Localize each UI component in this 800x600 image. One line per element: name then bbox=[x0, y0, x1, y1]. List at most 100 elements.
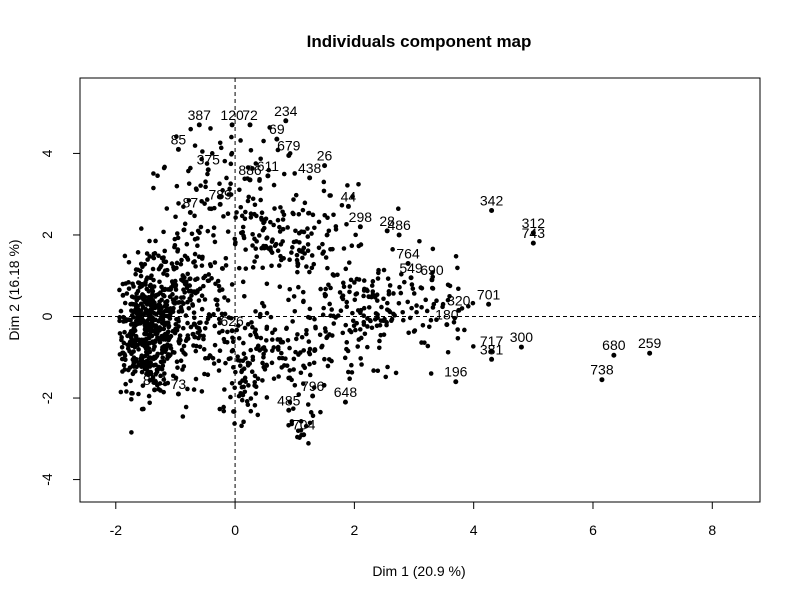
data-point bbox=[386, 291, 392, 297]
data-point bbox=[419, 304, 424, 310]
data-point bbox=[335, 272, 340, 278]
data-point bbox=[232, 421, 237, 426]
data-point bbox=[445, 349, 451, 355]
data-point bbox=[174, 183, 180, 189]
data-point bbox=[301, 363, 306, 369]
data-point bbox=[189, 293, 194, 298]
data-point bbox=[187, 210, 193, 216]
x-tick-label: 8 bbox=[708, 522, 716, 538]
data-point bbox=[237, 358, 243, 363]
data-point bbox=[159, 350, 165, 356]
data-point bbox=[353, 232, 358, 238]
data-point bbox=[261, 351, 266, 357]
point-label: 387 bbox=[188, 107, 212, 123]
data-point bbox=[117, 287, 122, 293]
data-point bbox=[530, 240, 536, 246]
data-point bbox=[146, 393, 152, 399]
data-point bbox=[162, 381, 168, 387]
data-point bbox=[170, 373, 176, 379]
data-point bbox=[229, 150, 235, 156]
data-point bbox=[237, 363, 243, 369]
data-point bbox=[329, 333, 335, 338]
data-point bbox=[293, 228, 298, 234]
data-point bbox=[396, 232, 402, 238]
data-point bbox=[117, 315, 122, 320]
data-point bbox=[272, 327, 278, 332]
data-point bbox=[417, 238, 422, 244]
data-point bbox=[338, 308, 344, 314]
chart-title: Individuals component map bbox=[307, 32, 532, 51]
data-point bbox=[253, 246, 259, 251]
data-point bbox=[277, 284, 283, 290]
data-point bbox=[199, 389, 205, 394]
data-point bbox=[142, 261, 148, 267]
data-point bbox=[611, 352, 617, 358]
data-point bbox=[157, 299, 162, 305]
data-point bbox=[285, 337, 291, 343]
data-point bbox=[122, 367, 128, 372]
data-point bbox=[248, 396, 254, 401]
data-point bbox=[291, 197, 296, 202]
data-point bbox=[302, 251, 307, 256]
point-label: 69 bbox=[269, 121, 285, 137]
data-point bbox=[228, 181, 233, 187]
point-label: 690 bbox=[420, 262, 444, 278]
data-point bbox=[292, 308, 298, 314]
data-point bbox=[197, 344, 203, 350]
data-point bbox=[232, 385, 237, 391]
data-point bbox=[331, 321, 337, 326]
data-point bbox=[489, 208, 495, 213]
data-point bbox=[175, 235, 181, 241]
data-point bbox=[291, 211, 296, 217]
data-point bbox=[424, 308, 430, 314]
data-point bbox=[266, 167, 272, 173]
data-point bbox=[470, 300, 476, 306]
data-point bbox=[325, 334, 330, 339]
data-point bbox=[126, 286, 132, 291]
data-point bbox=[405, 261, 411, 266]
point-label: 680 bbox=[602, 337, 626, 353]
data-point bbox=[239, 213, 245, 219]
data-point bbox=[151, 284, 157, 289]
data-point bbox=[307, 361, 312, 367]
data-point bbox=[222, 158, 228, 164]
data-point bbox=[205, 167, 211, 173]
data-point bbox=[144, 371, 149, 377]
data-point bbox=[287, 257, 292, 263]
data-point bbox=[129, 343, 135, 349]
data-point bbox=[300, 381, 306, 386]
data-point bbox=[248, 347, 254, 353]
data-point bbox=[191, 310, 197, 315]
data-point bbox=[243, 355, 248, 361]
data-point bbox=[243, 247, 248, 252]
data-point bbox=[140, 303, 145, 309]
data-point bbox=[135, 288, 141, 294]
data-point bbox=[258, 311, 263, 317]
data-point bbox=[309, 265, 315, 271]
data-point bbox=[387, 283, 393, 288]
data-point bbox=[370, 279, 376, 284]
data-point bbox=[311, 360, 317, 366]
data-point bbox=[368, 318, 373, 324]
data-point bbox=[171, 305, 176, 311]
data-point bbox=[259, 245, 264, 251]
data-point bbox=[462, 327, 467, 333]
data-point bbox=[254, 239, 259, 244]
data-point bbox=[305, 234, 311, 239]
point-label: 259 bbox=[638, 335, 662, 351]
data-point bbox=[143, 282, 148, 287]
data-point bbox=[305, 402, 311, 407]
data-point bbox=[312, 316, 317, 322]
data-point bbox=[214, 302, 220, 308]
data-point bbox=[177, 300, 182, 305]
point-label: 764 bbox=[396, 246, 420, 262]
data-point bbox=[295, 332, 300, 337]
data-point bbox=[286, 297, 291, 303]
data-point bbox=[199, 263, 205, 268]
data-point bbox=[260, 378, 265, 383]
data-point bbox=[239, 392, 245, 397]
data-point bbox=[287, 368, 293, 373]
data-point bbox=[423, 297, 429, 303]
data-point bbox=[280, 239, 285, 244]
data-point bbox=[398, 290, 404, 296]
